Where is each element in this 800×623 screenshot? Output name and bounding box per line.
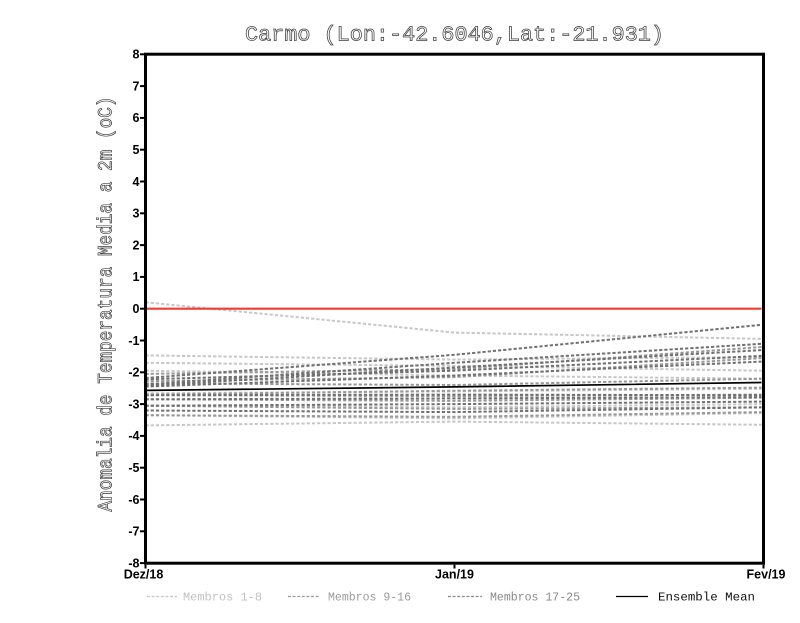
svg-text:5: 5 (133, 143, 140, 157)
svg-text:-1: -1 (128, 334, 139, 348)
svg-text:-7: -7 (128, 525, 139, 539)
svg-text:Ensemble Mean: Ensemble Mean (658, 590, 755, 604)
svg-text:Fev/19: Fev/19 (747, 568, 786, 582)
svg-text:Membros 9-16: Membros 9-16 (328, 590, 411, 604)
svg-text:1: 1 (133, 270, 140, 284)
svg-text:Dez/18: Dez/18 (124, 568, 164, 582)
svg-text:4: 4 (133, 175, 140, 189)
svg-text:8: 8 (133, 48, 140, 62)
svg-text:-4: -4 (128, 429, 139, 443)
svg-text:Membros 1-8: Membros 1-8 (183, 590, 262, 604)
svg-text:2: 2 (133, 238, 140, 252)
svg-text:Jan/19: Jan/19 (435, 568, 474, 582)
svg-text:-8: -8 (128, 556, 139, 570)
svg-text:Membros 17-25: Membros 17-25 (490, 590, 580, 604)
svg-text:7: 7 (133, 79, 140, 93)
svg-text:-6: -6 (128, 493, 139, 507)
svg-text:0: 0 (133, 302, 140, 316)
svg-text:Anomalia de Temperatura Media: Anomalia de Temperatura Media a 2m (oC) (96, 97, 119, 512)
svg-text:-2: -2 (128, 366, 139, 380)
svg-text:3: 3 (133, 207, 140, 221)
svg-text:-5: -5 (128, 461, 139, 475)
svg-text:6: 6 (133, 111, 140, 125)
svg-text:Carmo (Lon:-42.6046,Lat:-21.93: Carmo (Lon:-42.6046,Lat:-21.931) (245, 24, 664, 48)
svg-text:-3: -3 (128, 397, 139, 411)
